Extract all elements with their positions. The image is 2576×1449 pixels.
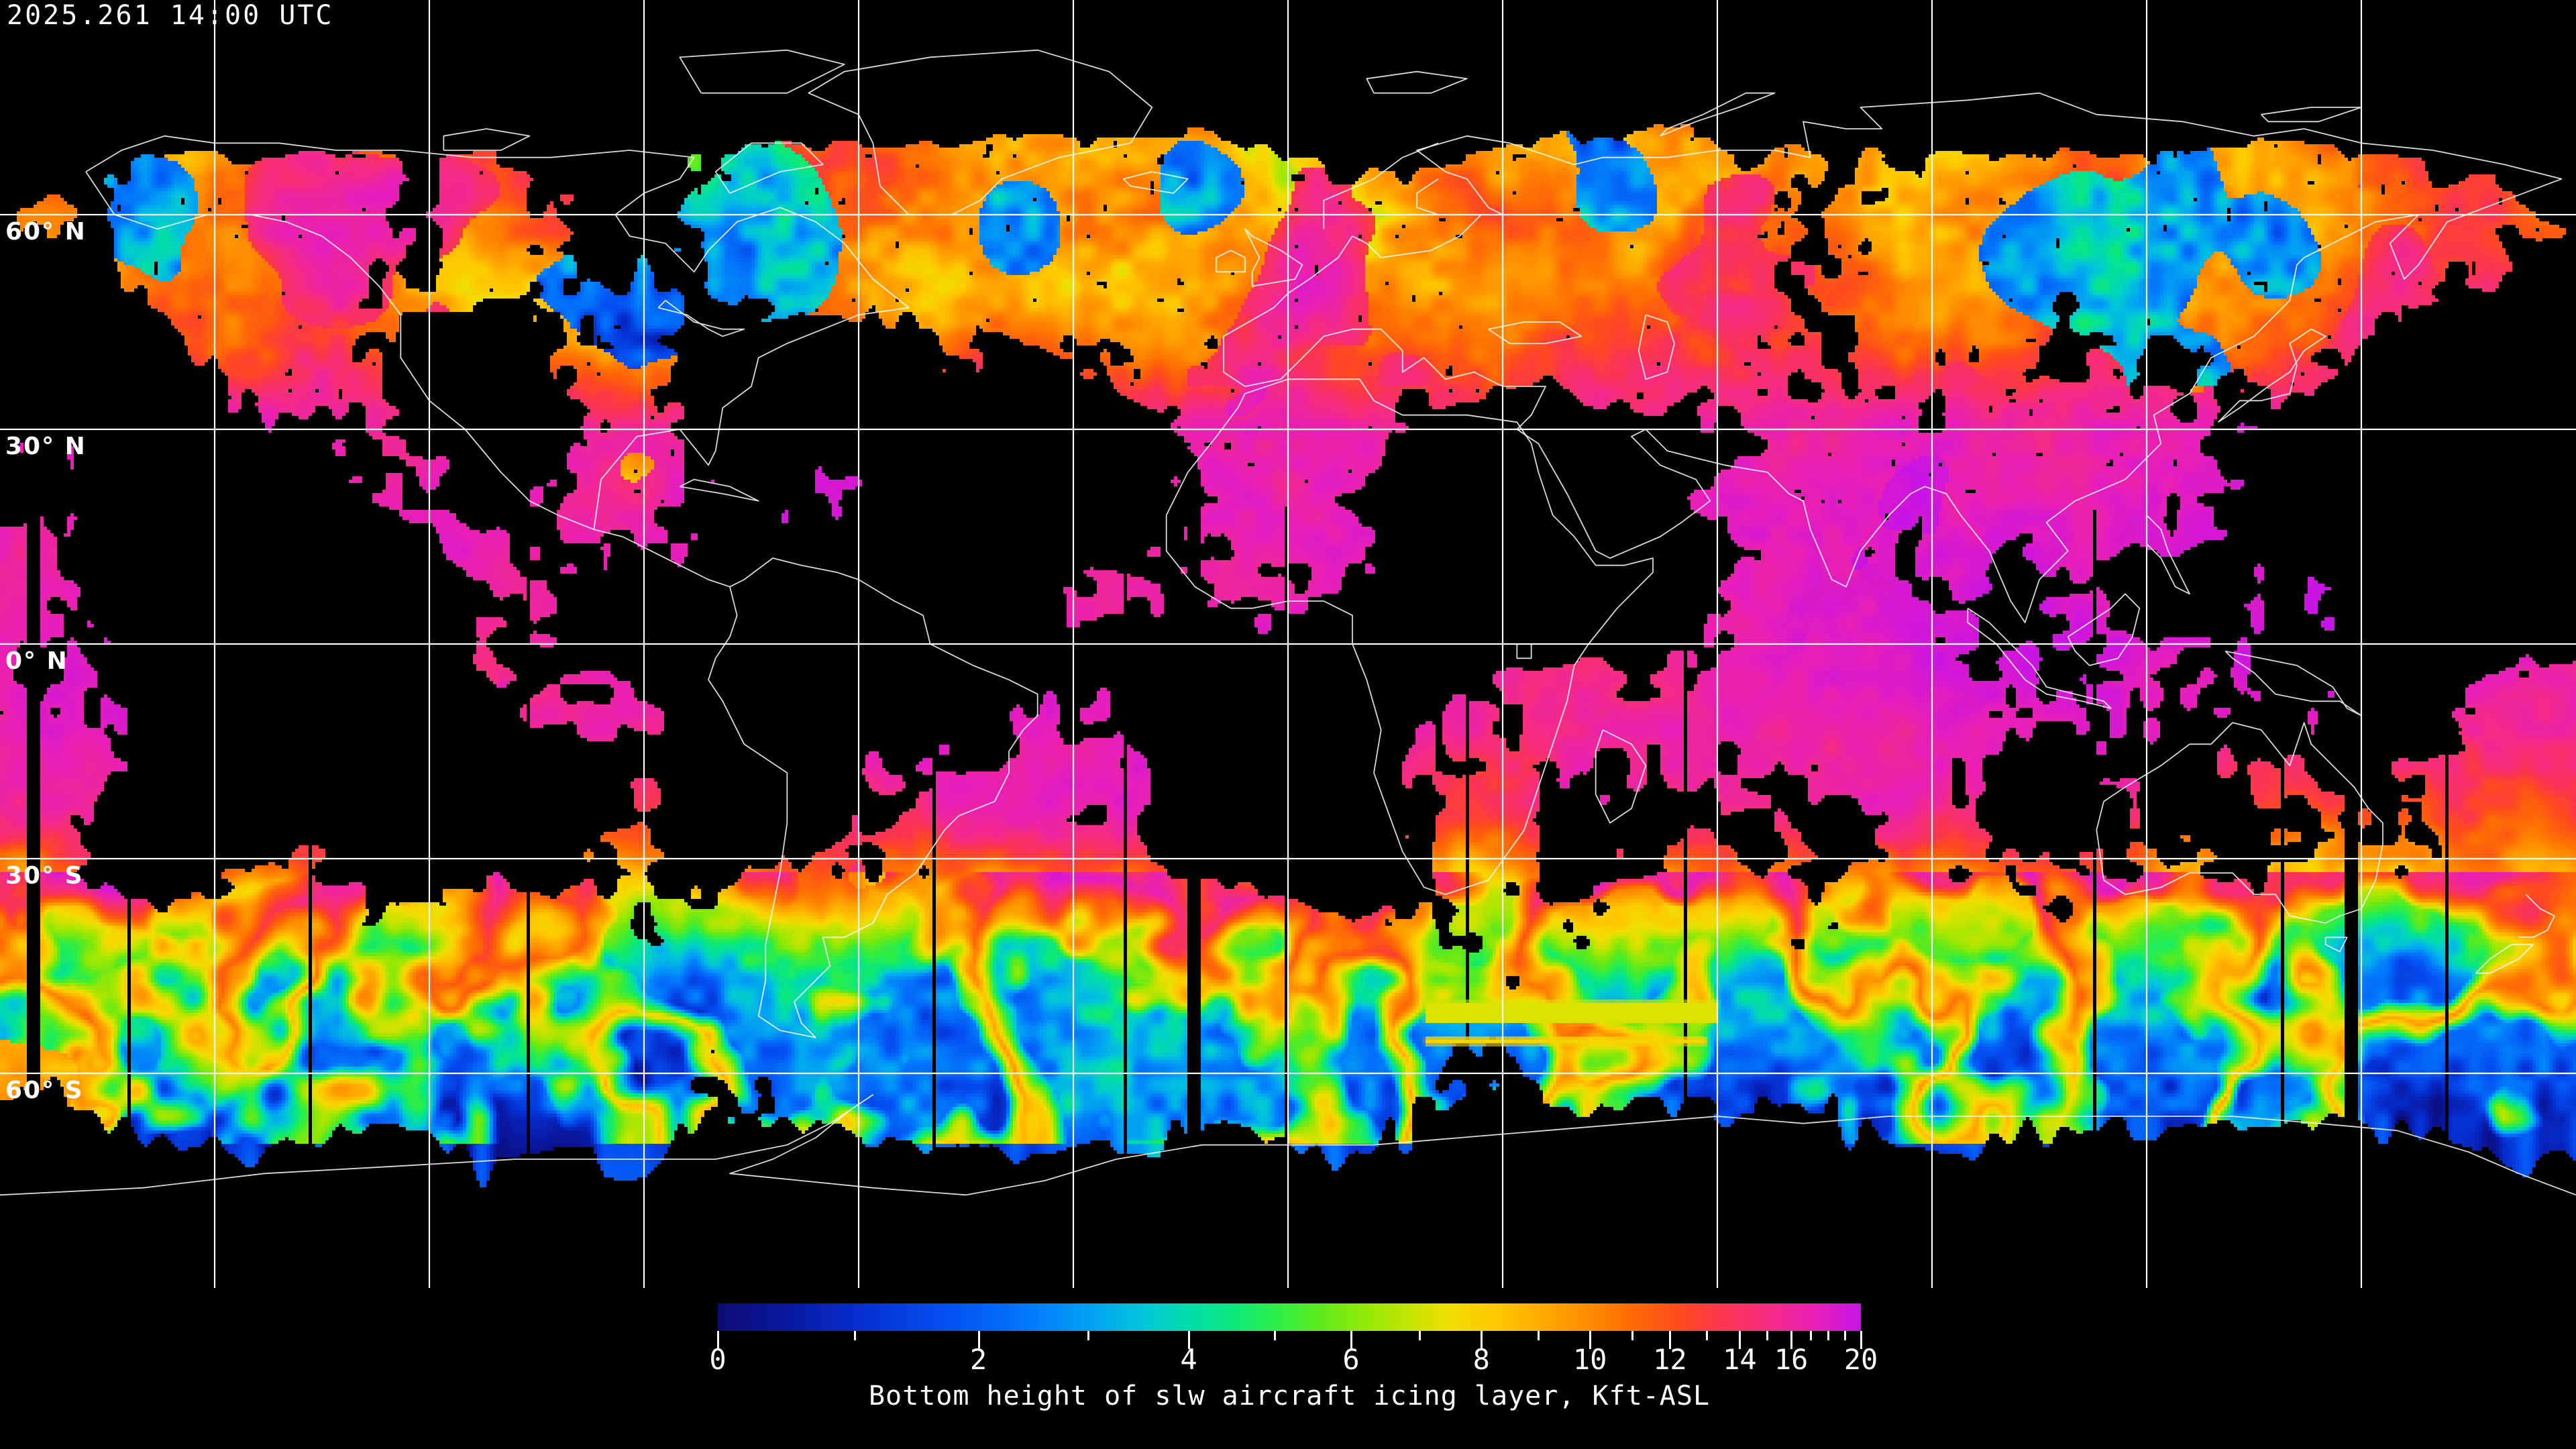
coastline <box>1638 314 1675 380</box>
coastline <box>1660 92 1776 137</box>
colorbar-tick-label: 12 <box>1653 1343 1687 1376</box>
colorbar-major-tick <box>1739 1331 1741 1349</box>
coastline <box>1323 142 1439 229</box>
colorbar-tick-label: 8 <box>1472 1343 1490 1376</box>
coastline <box>657 300 745 337</box>
colorbar-tick-label: 0 <box>709 1343 727 1376</box>
coastline <box>2324 936 2348 953</box>
latitude-label: 30° S <box>5 862 84 890</box>
coastline <box>1967 607 2112 709</box>
coastline <box>85 135 910 530</box>
coastline <box>2261 107 2362 123</box>
coastline <box>1416 178 1489 215</box>
latitude-label: 60° S <box>5 1077 84 1104</box>
colorbar-minor-tick <box>1705 1331 1708 1340</box>
colorbar-tick-label: 10 <box>1572 1343 1607 1376</box>
coastline <box>1122 171 1189 194</box>
coastline <box>1165 378 1654 896</box>
coastline <box>85 171 731 588</box>
colorbar-major-tick <box>1481 1331 1483 1349</box>
colorbar-minor-tick <box>1631 1331 1634 1340</box>
colorbar-minor-tick <box>1844 1331 1847 1340</box>
latitude-label: 60° N <box>5 218 87 246</box>
colorbar-tick-label: 4 <box>1180 1343 1197 1376</box>
coastline <box>679 49 845 94</box>
coastline <box>714 142 824 194</box>
colorbar-major-tick <box>977 1331 980 1349</box>
coastline <box>2146 515 2190 595</box>
colorbar-minor-tick <box>854 1331 857 1340</box>
coastline <box>808 49 1153 215</box>
coastline <box>1216 250 1246 273</box>
colorbar-major-tick <box>1188 1331 1191 1349</box>
colorbar-tick-label: 20 <box>1843 1343 1878 1376</box>
latitude-label: 30° N <box>5 433 87 460</box>
colorbar-minor-tick <box>1419 1331 1421 1340</box>
colorbar-caption: Bottom height of slw aircraft icing laye… <box>868 1381 1711 1411</box>
coastline <box>1223 92 2562 387</box>
coastline <box>1488 321 1582 344</box>
coastline <box>1366 70 1468 94</box>
colorbar-gradient <box>718 1303 1861 1331</box>
coastline <box>2096 722 2383 924</box>
colorbar-minor-tick <box>1810 1331 1813 1340</box>
coastlines-gridlines-layer <box>0 0 2576 1288</box>
coastline <box>2518 894 2555 938</box>
coastline <box>443 128 531 151</box>
world-map: 60° N 30° N 0° N 30° S 60° S 2025.261 14:00 … <box>0 0 2576 1288</box>
latitude-label: 0° N <box>5 647 68 675</box>
colorbar-tick-label: 2 <box>969 1343 987 1376</box>
colorbar-major-tick <box>1790 1331 1793 1349</box>
coastline <box>1595 729 1647 824</box>
colorbar-minor-tick <box>1766 1331 1769 1340</box>
coastline <box>2224 650 2362 716</box>
colorbar-legend: 0 2 4 6 8 10 12 14 16 20 Bottom height of slw air… <box>0 1288 2576 1449</box>
colorbar-major-tick <box>717 1331 719 1349</box>
timestamp-label: 2025.261 14:00 UTC <box>7 0 334 31</box>
coastline <box>1516 643 1532 659</box>
colorbar-tick-label: 14 <box>1723 1343 1757 1376</box>
coastline <box>2475 944 2534 974</box>
colorbar-major-tick <box>1589 1331 1592 1349</box>
colorbar-minor-tick <box>1827 1331 1829 1340</box>
colorbar-major-tick <box>1350 1331 1353 1349</box>
coastline <box>679 478 759 502</box>
colorbar-tick-label: 16 <box>1774 1343 1809 1376</box>
coastline <box>1244 178 2563 623</box>
colorbar-minor-tick <box>1273 1331 1276 1340</box>
coastline <box>708 557 1038 1038</box>
coastline <box>1244 228 1303 287</box>
colorbar-minor-tick <box>1538 1331 1540 1340</box>
coastline <box>0 1094 2576 1196</box>
colorbar-minor-tick <box>1087 1331 1090 1340</box>
colorbar-tick-label: 6 <box>1342 1343 1360 1376</box>
colorbar-major-tick <box>1669 1331 1672 1349</box>
coastline <box>2067 593 2141 666</box>
coastline <box>2218 328 2326 423</box>
colorbar-major-tick <box>1860 1331 1862 1349</box>
